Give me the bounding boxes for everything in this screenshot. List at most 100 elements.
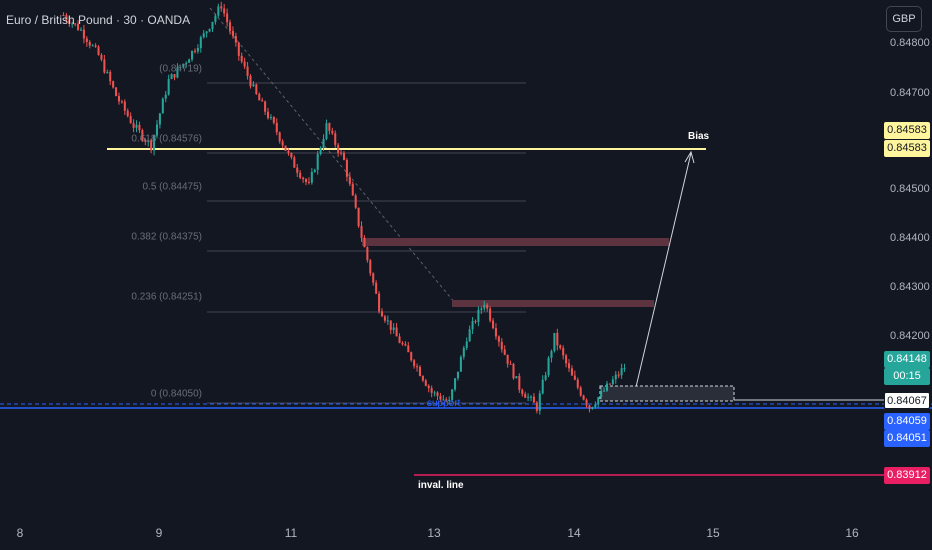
candle-body (129, 116, 132, 124)
candle-body (266, 111, 270, 119)
candle-body (158, 113, 161, 125)
candle-body (345, 159, 348, 177)
candle-body (459, 356, 462, 372)
candle-body (155, 124, 158, 136)
bias-arrow[interactable] (635, 152, 692, 388)
candle-body (226, 13, 229, 23)
candle-body (77, 23, 80, 31)
invalidation-label[interactable]: inval. line (418, 480, 464, 491)
candles-group[interactable] (62, 1, 626, 415)
candle-body (240, 55, 243, 62)
candle-body (109, 71, 112, 82)
candle-body (465, 341, 468, 348)
candle-body (243, 61, 246, 67)
candle-body (182, 63, 185, 68)
candle-body (623, 368, 626, 370)
currency-button[interactable]: GBP (886, 6, 922, 32)
candle-body (147, 140, 150, 142)
candle-body (205, 31, 208, 34)
candle-body (544, 375, 547, 380)
candle-body (167, 79, 170, 95)
candle-body (562, 348, 565, 356)
candle-body (445, 399, 448, 401)
candle-body (378, 293, 381, 312)
candle-body (620, 368, 623, 376)
candle-body (363, 237, 366, 248)
supply-zone-upper[interactable] (362, 238, 669, 246)
candle-body (284, 145, 287, 151)
candle-body (278, 132, 281, 142)
projection-box[interactable] (599, 385, 735, 402)
candle-body (492, 320, 495, 329)
candle-body (410, 352, 413, 361)
candle-body (366, 247, 369, 261)
candle-body (316, 153, 319, 170)
candle-body (503, 349, 506, 355)
candle-body (506, 354, 509, 364)
candle-body (68, 19, 71, 24)
candle-body (132, 123, 135, 128)
candle-body (234, 35, 237, 43)
candle-body (468, 329, 471, 342)
candle-body (272, 117, 275, 123)
candle-body (299, 172, 302, 178)
candle-body (550, 351, 553, 358)
candle-body (567, 363, 571, 369)
fib-label-0: 0 (0.84050) (150, 388, 202, 400)
candle-body (556, 332, 559, 346)
fib-label-top: (0.84719) (159, 63, 202, 75)
candle-body (196, 48, 199, 52)
support-label[interactable]: support (427, 398, 461, 409)
candle-body (88, 41, 91, 46)
fib-label-05: 0.5 (0.84475) (142, 181, 203, 193)
candle-body (211, 21, 214, 29)
candle-body (153, 135, 156, 151)
time-axis-label: 9 (155, 526, 163, 540)
bias-label[interactable]: Bias (688, 131, 710, 142)
candle-body (258, 93, 261, 101)
candle-body (515, 376, 518, 379)
candle-body (416, 366, 419, 368)
candle-body (115, 87, 118, 97)
candle-body (296, 167, 299, 173)
candle-body (576, 379, 579, 388)
candle-body (591, 407, 594, 409)
candle-body (138, 124, 141, 131)
candle-body (357, 207, 360, 227)
candle-body (199, 37, 202, 49)
candle-body (141, 130, 144, 141)
candle-body (614, 374, 617, 380)
candle-body (439, 396, 442, 400)
candle-body (342, 152, 346, 160)
candle-body (597, 397, 600, 405)
supply-zone-lower[interactable] (452, 300, 654, 307)
candle-body (570, 368, 573, 376)
fib-trend-guide (209, 7, 456, 304)
price-axis-label: 0.84700 (890, 87, 930, 99)
candle-body (424, 380, 427, 386)
candle-body (161, 98, 164, 114)
price-axis-label: 0.84800 (890, 37, 930, 49)
candle-body (535, 402, 538, 411)
candle-body (281, 141, 284, 146)
candle-body (120, 101, 123, 103)
candle-body (220, 6, 223, 9)
candle-body (261, 100, 264, 102)
candle-body (521, 389, 524, 395)
candle-body (401, 342, 404, 345)
candle-body (383, 316, 386, 321)
candle-body (293, 157, 296, 168)
candle-body (456, 371, 459, 379)
candle-body (319, 147, 322, 154)
candle-body (427, 385, 430, 389)
bias-arrowhead (684, 150, 695, 164)
candle-body (418, 366, 422, 376)
candle-body (191, 50, 194, 60)
candle-body (489, 308, 492, 321)
candle-body (524, 394, 527, 398)
fib-label-0382: 0.382 (0.84375) (131, 231, 202, 243)
candle-body (331, 130, 334, 134)
price-axis-label: 0.84300 (890, 281, 930, 293)
symbol-title[interactable]: Euro / British Pound · 30 · OANDA (6, 13, 191, 27)
